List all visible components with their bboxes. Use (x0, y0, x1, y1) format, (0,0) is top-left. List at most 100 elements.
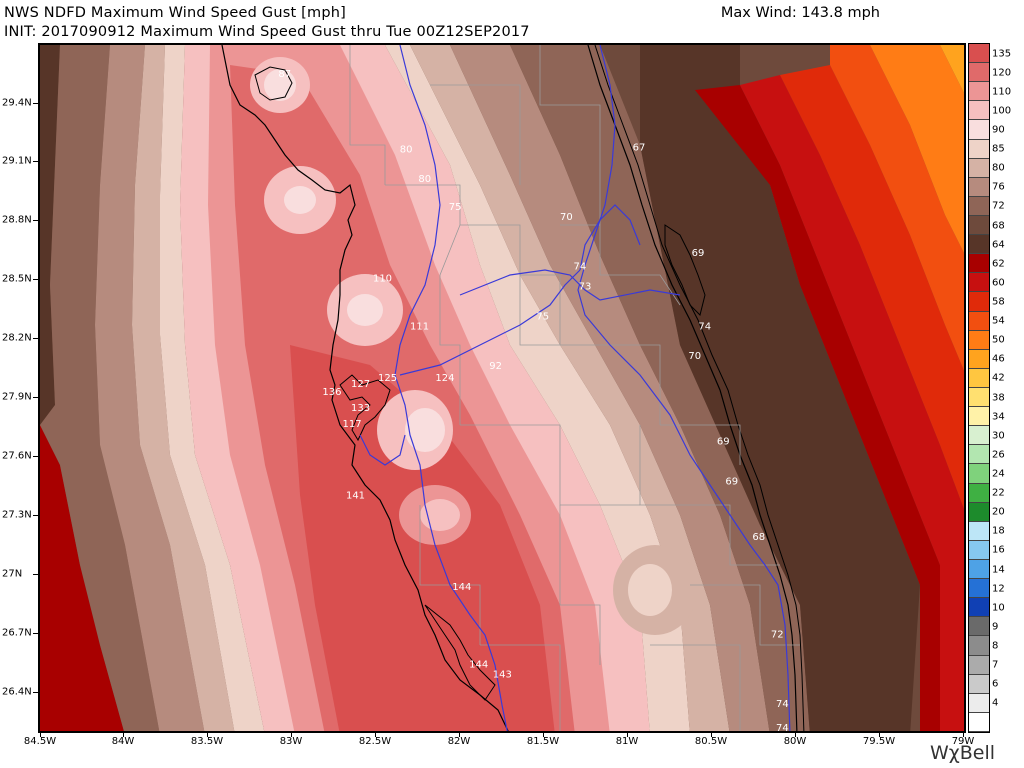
colorbar-swatch (969, 330, 989, 350)
x-axis-label: 79.5W (862, 736, 896, 747)
map-value-label: 92 (489, 361, 502, 372)
pale-spot-3-inner (347, 294, 383, 326)
map-value-label: 144 (469, 659, 488, 670)
colorbar-label: 26 (992, 449, 1005, 461)
map-value-label: 143 (493, 669, 512, 680)
colorbar-swatch (969, 196, 989, 216)
colorbar-swatch (969, 177, 989, 197)
map-value-label: 127 (351, 379, 370, 390)
colorbar-label: 54 (992, 315, 1005, 327)
colorbar-swatch (969, 216, 989, 236)
x-axis-label: 81.5W (526, 736, 560, 747)
map-value-label: 75 (449, 202, 462, 213)
colorbar-swatch (969, 521, 989, 541)
colorbar-label: 62 (992, 258, 1005, 270)
x-axis-label: 79W (951, 736, 975, 747)
y-axis-tick (33, 338, 38, 339)
west-brown-band-1 (40, 45, 60, 425)
pale-spot-4-inner (405, 408, 445, 452)
colorbar-swatch (969, 63, 989, 83)
map-value-label: 117 (343, 419, 362, 430)
map-value-label: 111 (410, 321, 429, 332)
x-axis-label: 84.5W (23, 736, 57, 747)
colorbar (968, 43, 990, 733)
map-value-label: 69 (692, 248, 705, 259)
pale-spot-north-inner (264, 69, 296, 101)
map-value-label: 74 (776, 723, 789, 733)
colorbar-label: 85 (992, 143, 1005, 155)
county-boundaries (349, 45, 800, 731)
map-value-label: 80 (418, 174, 431, 185)
colorbar-label: 34 (992, 411, 1005, 423)
inland-light-brown (410, 45, 730, 731)
west-tan-band (95, 45, 205, 731)
colorbar-label: 46 (992, 353, 1005, 365)
interstate-75 (394, 45, 508, 731)
colorbar-label: 30 (992, 430, 1005, 442)
x-axis-tick (207, 733, 208, 737)
lake-okeechobee-inner (628, 564, 672, 616)
colorbar-label: 6 (992, 678, 999, 690)
colorbar-swatch (969, 388, 989, 408)
colorbar-swatch (969, 44, 989, 64)
map-value-label: 124 (435, 373, 454, 384)
y-axis-tick (33, 220, 38, 221)
colorbar-swatch (969, 693, 989, 713)
map-value-label: 74 (776, 699, 789, 710)
x-axis-tick (40, 733, 41, 737)
colorbar-swatch (969, 292, 989, 312)
colorbar-label: 64 (992, 239, 1005, 251)
colorbar-swatch (969, 82, 989, 102)
colorbar-label: 58 (992, 296, 1005, 308)
map-value-label: 136 (322, 387, 341, 398)
colorbar-label: 7 (992, 659, 999, 671)
colorbar-label: 120 (992, 67, 1012, 79)
map-value-label: 72 (771, 630, 784, 641)
colorbar-label: 90 (992, 124, 1005, 136)
x-axis-tick (627, 733, 628, 737)
y-axis-tick (33, 103, 38, 104)
colorbar-label: 68 (992, 220, 1005, 232)
max-wind-readout: Max Wind: 143.8 mph (720, 5, 880, 21)
x-axis-label: 82W (447, 736, 471, 747)
north-inlet (254, 66, 293, 101)
colorbar-swatch (969, 540, 989, 560)
x-axis-tick (963, 733, 964, 737)
colorbar-label: 135 (992, 48, 1012, 60)
map-value-label: 110 (373, 274, 392, 285)
init-subtitle: INIT: 2017090912 Maximum Wind Speed Gust… (4, 24, 530, 40)
colorbar-swatch (969, 407, 989, 427)
x-axis-tick (543, 733, 544, 737)
colorbar-label: 72 (992, 200, 1005, 212)
colorbar-swatch (969, 101, 989, 121)
interstate-highways (359, 45, 791, 731)
x-axis-label: 80.5W (694, 736, 728, 747)
colorbar-label: 76 (992, 181, 1005, 193)
colorbar-swatch (969, 464, 989, 484)
map-value-label: 67 (633, 142, 646, 153)
turnpike (459, 269, 681, 301)
y-axis-label: 28.2N (2, 332, 32, 344)
colorbar-swatch (969, 311, 989, 331)
y-axis-label: 28.8N (2, 214, 32, 226)
x-axis-label: 82.5W (358, 736, 392, 747)
map-value-label: 75 (536, 311, 549, 322)
colorbar-label: 38 (992, 392, 1005, 404)
y-axis-label: 29.4N (2, 97, 32, 109)
colorbar-swatch (969, 120, 989, 140)
map-value-label: 70 (560, 212, 573, 223)
y-axis-tick (33, 456, 38, 457)
colorbar-swatch (969, 617, 989, 637)
x-axis-tick (375, 733, 376, 737)
colorbar-swatch (969, 445, 989, 465)
pale-spot-2-inner (284, 186, 316, 214)
map-value-label: 80 (400, 144, 413, 155)
colorbar-label: 14 (992, 564, 1005, 576)
colorbar-swatch (969, 235, 989, 255)
colorbar-swatch (969, 560, 989, 580)
map-value-label: 74 (698, 321, 711, 332)
x-axis-tick (795, 733, 796, 737)
cape-canaveral (664, 224, 706, 316)
west-pale-band (160, 45, 265, 731)
y-axis-label: 27.6N (2, 450, 32, 462)
